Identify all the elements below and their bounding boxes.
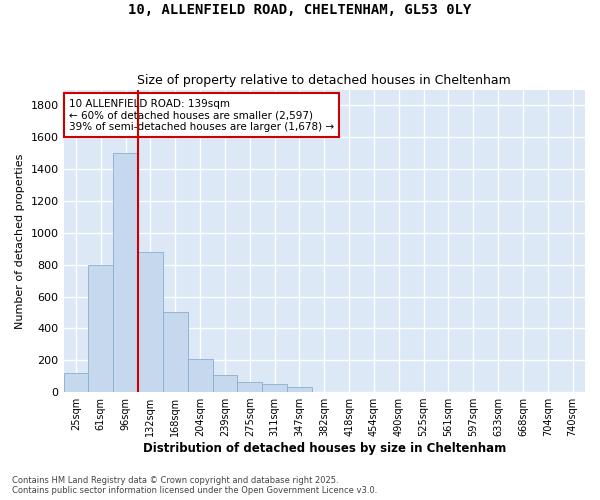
Title: Size of property relative to detached houses in Cheltenham: Size of property relative to detached ho… [137,74,511,87]
Bar [88,264,113,392]
Text: Contains HM Land Registry data © Crown copyright and database right 2025.
Contai: Contains HM Land Registry data © Crown c… [12,476,377,495]
Bar [113,153,138,392]
Bar [163,312,188,392]
Bar [188,358,212,392]
Y-axis label: Number of detached properties: Number of detached properties [15,153,25,328]
Bar [287,388,312,392]
Text: 10 ALLENFIELD ROAD: 139sqm
← 60% of detached houses are smaller (2,597)
39% of s: 10 ALLENFIELD ROAD: 139sqm ← 60% of deta… [69,98,334,132]
Bar [64,373,88,392]
Text: 10, ALLENFIELD ROAD, CHELTENHAM, GL53 0LY: 10, ALLENFIELD ROAD, CHELTENHAM, GL53 0L… [128,2,472,16]
Bar [238,382,262,392]
Bar [212,374,238,392]
X-axis label: Distribution of detached houses by size in Cheltenham: Distribution of detached houses by size … [143,442,506,455]
Bar [138,252,163,392]
Bar [262,384,287,392]
